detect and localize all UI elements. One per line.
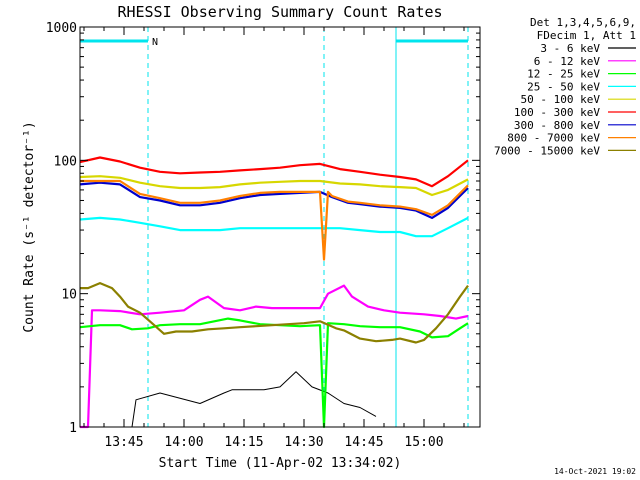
legend-label-0: 3 - 6 keV bbox=[540, 42, 600, 55]
plot-frame bbox=[79, 26, 481, 428]
y-axis-label: Count Rate (s⁻¹ detector⁻¹) bbox=[22, 121, 37, 332]
x-tick-label-0: 13:45 bbox=[104, 435, 143, 450]
legend: Det 1,3,4,5,6,9, FDecim 1, Att 1 3 - 6 k… bbox=[494, 16, 636, 157]
legend-label-6: 300 - 800 keV bbox=[514, 119, 600, 132]
x-tick-label-4: 14:45 bbox=[344, 435, 383, 450]
footer-timestamp: 14-Oct-2021 19:02 bbox=[554, 467, 636, 476]
axes: 1 10 100 1000 13:45 14:00 14:15 14:30 14:45 15:00 bbox=[46, 21, 480, 450]
y-tick-label-2: 100 bbox=[54, 154, 77, 169]
legend-label-4: 50 - 100 keV bbox=[521, 93, 601, 106]
y-tick-label-3: 1000 bbox=[46, 21, 77, 36]
x-tick-label-5: 15:00 bbox=[404, 435, 443, 450]
series-line-5 bbox=[79, 156, 469, 188]
series-line-8 bbox=[80, 282, 469, 344]
series-line-3 bbox=[79, 216, 469, 238]
series-line-6 bbox=[79, 181, 469, 219]
x-tick-label-3: 14:30 bbox=[284, 435, 323, 450]
legend-label-1: 6 - 12 keV bbox=[534, 55, 601, 68]
series-line-1 bbox=[80, 284, 469, 429]
x-tick-label-1: 14:00 bbox=[164, 435, 203, 450]
series-line-7 bbox=[80, 179, 469, 261]
legend-label-2: 12 - 25 keV bbox=[527, 68, 600, 81]
x-tick-label-2: 14:15 bbox=[224, 435, 263, 450]
chart-title: RHESSI Observing Summary Count Rates bbox=[117, 3, 442, 21]
legend-label-7: 800 - 7000 keV bbox=[507, 132, 600, 145]
legend-label-8: 7000 - 15000 keV bbox=[494, 144, 600, 157]
series-line-2 bbox=[79, 317, 469, 429]
legend-header-line-2: FDecim 1, Att 1 bbox=[537, 29, 636, 42]
legend-header-line-1: Det 1,3,4,5,6,9, bbox=[530, 16, 636, 29]
plot-area: N bbox=[79, 27, 469, 429]
legend-label-3: 25 - 50 keV bbox=[527, 80, 600, 93]
night-bar-label: N bbox=[152, 37, 158, 48]
series-line-4 bbox=[79, 175, 469, 197]
x-axis-label: Start Time (11-Apr-02 13:34:02) bbox=[159, 456, 402, 471]
legend-label-5: 100 - 300 keV bbox=[514, 106, 600, 119]
y-tick-label-0: 1 bbox=[69, 421, 77, 436]
y-tick-label-1: 10 bbox=[61, 288, 77, 303]
series-line-0 bbox=[80, 371, 377, 428]
